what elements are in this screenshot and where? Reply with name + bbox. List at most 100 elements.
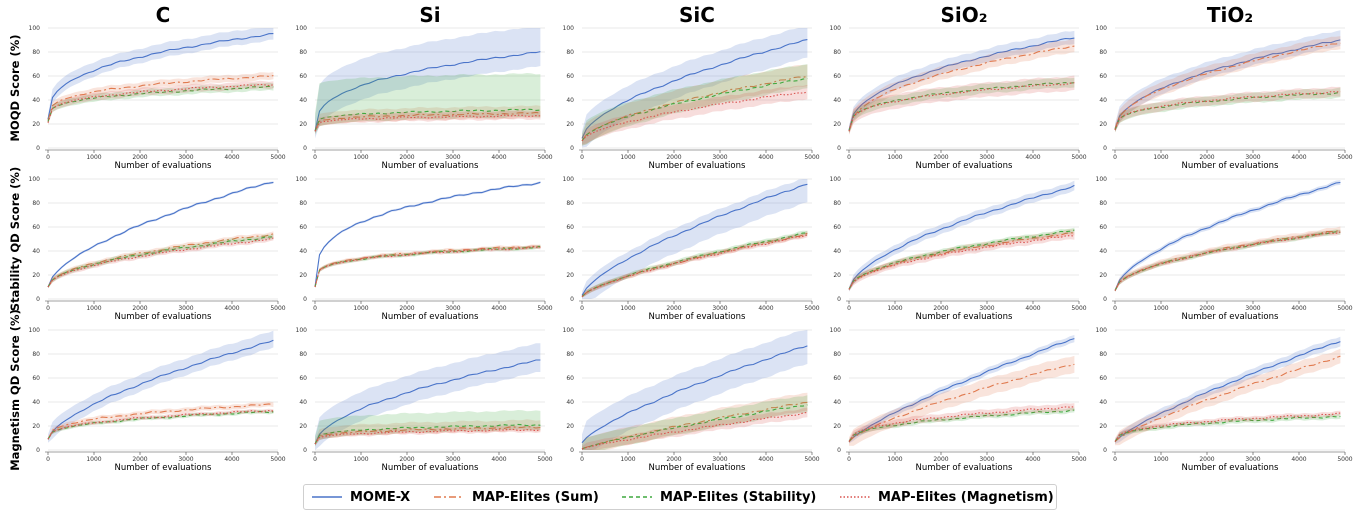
confidence-band-map-elites-magnetism bbox=[315, 425, 541, 446]
series-line-map-elites-sum bbox=[848, 45, 1075, 132]
confidence-band-mome-x bbox=[582, 179, 808, 299]
series-line-map-elites-magnetism bbox=[848, 235, 1075, 290]
y-tick-label: 20 bbox=[566, 272, 574, 279]
y-tick-label: 0 bbox=[570, 296, 574, 303]
y-tick-label: 40 bbox=[32, 248, 40, 255]
x-tick-label: 1000 bbox=[86, 154, 101, 161]
x-tick-label: 2000 bbox=[132, 154, 147, 161]
y-tick-label: 20 bbox=[833, 423, 841, 430]
x-tick-label: 3000 bbox=[445, 154, 460, 161]
confidence-band-map-elites-sum bbox=[1115, 348, 1341, 446]
column-title-5: TiO₂ bbox=[1207, 3, 1253, 27]
x-tick-label: 1000 bbox=[86, 305, 101, 312]
x-tick-label: 0 bbox=[313, 456, 317, 463]
x-tick-label: 1000 bbox=[353, 456, 368, 463]
x-tick-label: 3000 bbox=[979, 456, 994, 463]
x-tick-label: 4000 bbox=[758, 456, 773, 463]
series-line-mome-x bbox=[1114, 39, 1341, 129]
x-tick-label: 5000 bbox=[804, 154, 819, 161]
confidence-band-mome-x bbox=[582, 28, 808, 148]
y-tick-label: 40 bbox=[1099, 248, 1107, 255]
x-tick-label: 3000 bbox=[445, 456, 460, 463]
y-tick-label: 20 bbox=[1099, 272, 1107, 279]
legend-label: MAP-Elites (Stability) bbox=[660, 489, 817, 505]
y-tick-label: 60 bbox=[833, 375, 841, 382]
legend-label: MAP-Elites (Sum) bbox=[472, 489, 599, 505]
x-tick-label: 0 bbox=[1113, 154, 1117, 161]
x-axis-label: Number of evaluations bbox=[382, 161, 479, 171]
x-tick-label: 5000 bbox=[1337, 456, 1352, 463]
x-tick-label: 0 bbox=[580, 456, 584, 463]
y-tick-label: 80 bbox=[833, 49, 841, 56]
y-tick-label: 0 bbox=[837, 145, 841, 152]
confidence-band-map-elites-stability bbox=[1115, 414, 1341, 443]
x-axis-label: Number of evaluations bbox=[1182, 463, 1279, 473]
x-tick-label: 1000 bbox=[86, 456, 101, 463]
y-tick-label: 60 bbox=[1099, 73, 1107, 80]
confidence-band-map-elites-magnetism bbox=[48, 408, 274, 441]
confidence-band-map-elites-magnetism bbox=[1115, 229, 1341, 292]
confidence-band-mome-x bbox=[1115, 30, 1341, 132]
y-tick-label: 0 bbox=[837, 447, 841, 454]
x-tick-label: 3000 bbox=[178, 154, 193, 161]
y-tick-label: 0 bbox=[303, 447, 307, 454]
y-tick-label: 80 bbox=[32, 200, 40, 207]
series-line-map-elites-stability bbox=[1114, 231, 1341, 291]
series-line-map-elites-magnetism bbox=[47, 83, 274, 123]
x-tick-label: 3000 bbox=[712, 456, 727, 463]
y-tick-label: 20 bbox=[32, 121, 40, 128]
figure-canvas: C Si SiC SiO₂ TiO₂ MOQD Score (%) Stability QD… bbox=[8, 3, 1353, 473]
x-axis-label: Number of evaluations bbox=[382, 463, 479, 473]
series-line-map-elites-magnetism bbox=[581, 91, 808, 142]
series-line-mome-x bbox=[47, 339, 274, 440]
x-tick-label: 0 bbox=[580, 305, 584, 312]
x-tick-label: 1000 bbox=[1153, 305, 1168, 312]
series-line-map-elites-stability bbox=[314, 108, 541, 132]
y-tick-label: 60 bbox=[299, 73, 307, 80]
confidence-band-map-elites-sum bbox=[582, 230, 808, 298]
x-tick-label: 0 bbox=[313, 154, 317, 161]
x-tick-label: 2000 bbox=[132, 305, 147, 312]
y-tick-label: 100 bbox=[29, 176, 41, 183]
confidence-band-map-elites-stability bbox=[849, 227, 1075, 291]
x-axis-label: Number of evaluations bbox=[115, 463, 212, 473]
y-tick-label: 60 bbox=[32, 224, 40, 231]
confidence-band-mome-x bbox=[48, 181, 274, 288]
y-tick-label: 100 bbox=[563, 25, 575, 32]
x-tick-label: 2000 bbox=[666, 154, 681, 161]
x-tick-label: 4000 bbox=[224, 456, 239, 463]
x-tick-label: 0 bbox=[46, 456, 50, 463]
series-line-map-elites-sum bbox=[314, 245, 541, 288]
column-title-3: SiC bbox=[679, 3, 715, 27]
x-tick-label: 4000 bbox=[758, 305, 773, 312]
y-tick-label: 20 bbox=[566, 423, 574, 430]
series-line-map-elites-sum bbox=[848, 363, 1075, 443]
x-tick-label: 5000 bbox=[537, 456, 552, 463]
column-title-1: C bbox=[156, 3, 171, 27]
x-tick-label: 0 bbox=[46, 154, 50, 161]
x-tick-label: 5000 bbox=[270, 305, 285, 312]
series-line-map-elites-sum bbox=[848, 232, 1075, 290]
y-tick-label: 20 bbox=[1099, 121, 1107, 128]
y-tick-label: 0 bbox=[36, 447, 40, 454]
series-line-mome-x bbox=[848, 37, 1075, 131]
confidence-band-map-elites-magnetism bbox=[315, 110, 541, 133]
series-line-mome-x bbox=[581, 345, 808, 444]
confidence-band-mome-x bbox=[1115, 336, 1341, 444]
x-tick-label: 0 bbox=[847, 456, 851, 463]
y-tick-label: 20 bbox=[833, 121, 841, 128]
y-tick-label: 60 bbox=[833, 73, 841, 80]
y-tick-label: 20 bbox=[299, 423, 307, 430]
x-tick-label: 2000 bbox=[1199, 154, 1214, 161]
x-tick-label: 4000 bbox=[1025, 154, 1040, 161]
confidence-band-map-elites-magnetism bbox=[582, 407, 808, 450]
x-tick-label: 2000 bbox=[399, 456, 414, 463]
series-line-map-elites-stability bbox=[848, 409, 1075, 442]
row-label-3: Magnetism QD Score (%) bbox=[8, 309, 22, 471]
